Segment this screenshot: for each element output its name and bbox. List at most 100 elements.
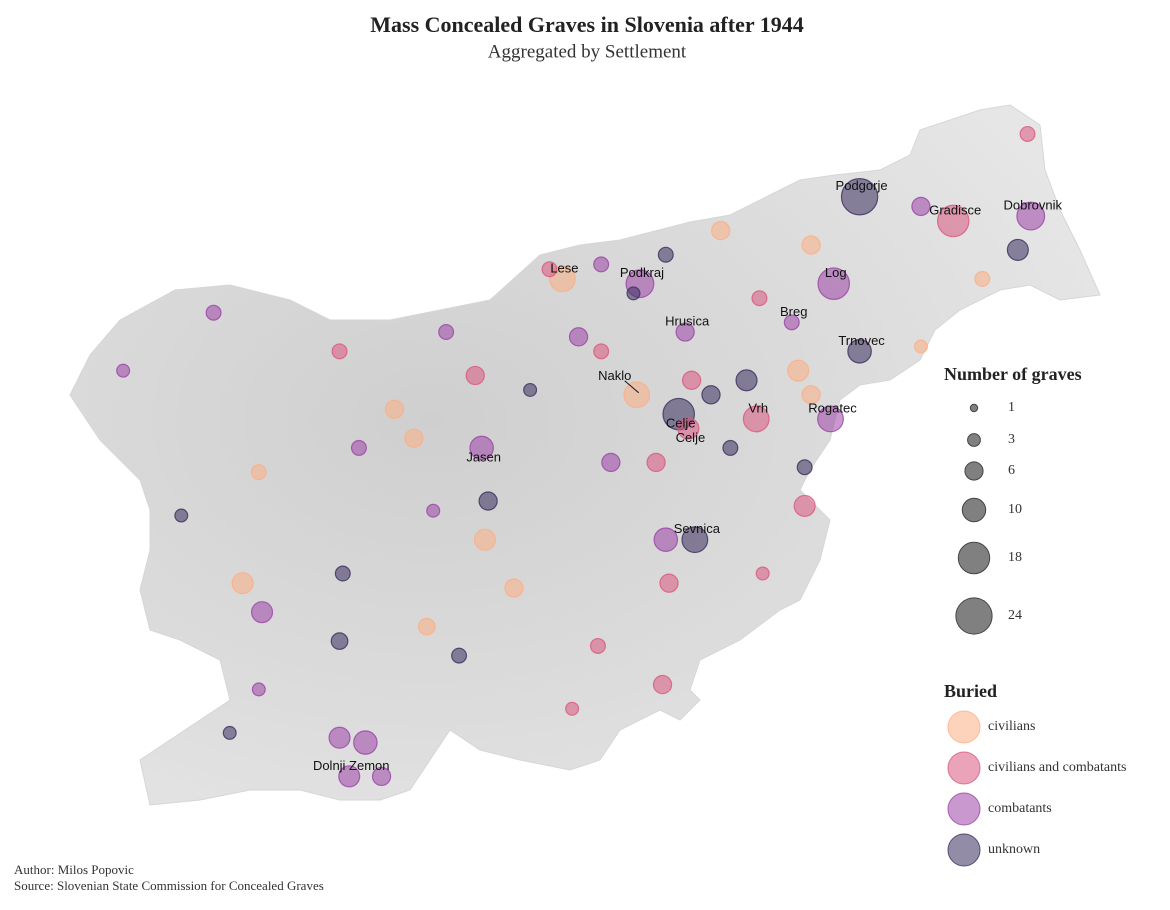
grave-bubble: [783, 314, 800, 331]
grave-bubble: [913, 339, 928, 354]
grave-bubble: [174, 508, 189, 523]
grave-bubble: [222, 725, 237, 740]
grave-bubble: [801, 385, 821, 405]
place-label: Sevnica: [674, 521, 721, 536]
grave-bubble: [653, 527, 679, 553]
grave-bubble: [1006, 238, 1029, 261]
grave-bubble: [251, 682, 266, 697]
legend: Number of graves 1 3 6 10 18 24 Buried civilians…: [944, 364, 1126, 867]
grave-bubble: [722, 439, 739, 456]
grave-bubble: [338, 765, 361, 788]
color-legend-label: unknown: [988, 842, 1040, 857]
grave-bubble: [652, 674, 673, 695]
color-legend-swatch: [947, 751, 981, 785]
size-legend-circle: [957, 541, 991, 575]
place-label: Rogatec: [808, 400, 857, 415]
size-legend-circle: [964, 461, 984, 481]
grave-bubble: [840, 178, 879, 216]
size-legend-label: 6: [1008, 463, 1015, 478]
grave-bubble: [751, 290, 768, 307]
color-legend-swatch: [947, 792, 981, 826]
grave-bubble: [787, 359, 810, 382]
size-legend-circle: [961, 497, 987, 523]
grave-bubble: [623, 381, 651, 409]
place-label: Naklo: [598, 368, 631, 383]
place-label: Vrh: [748, 400, 768, 415]
place-label: Jasen: [466, 449, 501, 464]
grave-bubble: [328, 726, 351, 749]
grave-bubble: [593, 256, 610, 273]
size-legend-circle: [969, 403, 979, 413]
grave-bubble: [350, 439, 367, 456]
place-label: Log: [825, 265, 847, 280]
grave-bubble: [451, 647, 468, 664]
grave-bubble: [681, 370, 702, 390]
place-label: Dobrovnik: [1004, 198, 1063, 213]
color-legend-label: civilians and combatants: [988, 760, 1126, 775]
grave-bubble: [465, 365, 485, 386]
grave-bubble: [473, 528, 496, 551]
size-legend-label: 18: [1008, 550, 1022, 565]
grave-bubble: [504, 578, 524, 598]
grave-bubble: [478, 491, 498, 511]
grave-bubble: [589, 637, 606, 654]
color-legend-swatch: [947, 710, 981, 744]
grave-bubble: [1016, 201, 1046, 231]
size-legend-label: 3: [1008, 432, 1015, 447]
grave-bubble: [735, 369, 758, 392]
grave-bubble: [565, 701, 580, 716]
grave-bubble: [417, 617, 436, 636]
grave-bubble: [568, 327, 589, 347]
grave-bubble: [793, 494, 816, 517]
place-label: Dolnji Zemon: [313, 758, 390, 773]
grave-bubble: [1019, 125, 1036, 142]
grave-bubble: [626, 286, 641, 301]
grave-bubble: [974, 270, 991, 287]
place-label: Podkraj: [620, 265, 664, 280]
color-legend-label: civilians: [988, 719, 1035, 734]
grave-bubble: [817, 267, 851, 301]
grave-bubble: [677, 417, 700, 440]
grave-bubble: [801, 235, 821, 255]
grave-bubble: [469, 435, 494, 461]
grave-bubble: [681, 526, 709, 554]
grave-bubble: [593, 343, 610, 360]
size-legend-label: 10: [1008, 502, 1022, 517]
place-label: Breg: [780, 304, 807, 319]
place-label: Hrusica: [665, 313, 710, 328]
grave-bubble: [331, 343, 348, 360]
leader-line: [624, 380, 640, 394]
grave-bubble: [353, 730, 378, 755]
size-legend-title: Number of graves: [944, 364, 1082, 384]
grave-bubble: [404, 428, 424, 448]
grave-bubble: [711, 220, 731, 241]
grave-bubble: [116, 363, 131, 378]
grave-bubble: [936, 204, 970, 238]
grave-bubble: [817, 405, 844, 433]
grave-bubble: [701, 385, 721, 405]
grave-bubble: [384, 399, 405, 419]
grave-bubble: [426, 503, 441, 518]
grave-bubble: [601, 452, 621, 473]
grave-bubble: [438, 324, 455, 341]
grave-bubble: [250, 601, 274, 624]
size-legend-circle: [967, 433, 981, 447]
grave-bubble: [541, 261, 558, 278]
grave-bubble: [334, 565, 351, 582]
size-legend-circle: [955, 597, 993, 635]
size-legend-label: 1: [1008, 400, 1015, 415]
author-note: Author: Milos Popovic: [14, 862, 134, 877]
color-legend-title: Buried: [944, 681, 997, 701]
place-label: Gradisce: [929, 202, 981, 217]
grave-bubble: [646, 452, 666, 473]
subtitle: Aggregated by Settlement: [488, 41, 687, 62]
grave-bubble: [231, 572, 254, 595]
place-label: Podgorje: [836, 178, 888, 193]
source-note: Source: Slovenian State Commission for C…: [14, 878, 324, 893]
color-legend-label: combatants: [988, 801, 1052, 816]
grave-bubble: [657, 246, 674, 263]
grave-bubble: [250, 464, 267, 481]
grave-bubble: [755, 566, 770, 581]
